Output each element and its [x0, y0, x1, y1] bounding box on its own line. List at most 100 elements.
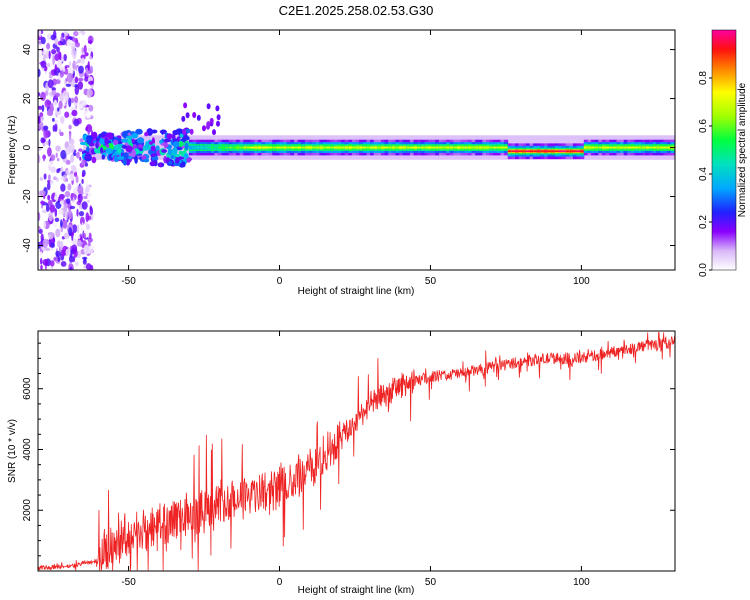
spectrogram-noise-blob — [78, 211, 85, 217]
spectrogram-noise-blob — [69, 61, 72, 66]
spectrogram-carrier-segment — [286, 146, 291, 149]
spectrogram-noise-blob — [60, 35, 64, 42]
spectrogram-noise-blob — [47, 79, 54, 89]
spectrogram-carrier-segment — [446, 146, 451, 149]
spectrogram-onset-blob — [170, 155, 175, 159]
spectrogram-onset-blob — [151, 153, 156, 158]
spectrogram-onset-blob — [127, 138, 132, 145]
spectrogram-noise-blob — [60, 183, 66, 192]
spectrogram-carrier-segment — [457, 146, 462, 149]
spectrogram-noise-blob — [81, 178, 84, 184]
spectrogram-carrier-segment — [511, 150, 516, 153]
spectrogram-noise-blob — [40, 36, 46, 45]
spectrogram-noise-blob — [85, 263, 92, 270]
spectrogram-noise-blob — [53, 30, 57, 39]
spectrogram-noise-blob — [85, 223, 91, 230]
spectrogram-carrier-segment — [489, 146, 494, 149]
spectrogram-noise-blob — [48, 138, 51, 147]
spectrogram-noise-blob — [81, 47, 84, 54]
spectrogram-carrier-segment — [616, 146, 621, 149]
spectrogram-carrier-segment — [431, 146, 436, 149]
spectrogram-onset-blob — [86, 137, 92, 145]
spectrogram-carrier-segment — [547, 150, 552, 153]
spectrogram-carrier-segment — [569, 150, 574, 153]
spectrogram-ytick-label: 0 — [22, 144, 33, 150]
spectrogram-onset-blob — [121, 144, 127, 149]
spectrogram-carrier-segment — [214, 146, 219, 149]
snr-ylabel: SNR (10 * v/v) — [7, 419, 18, 483]
spectrogram-onset-blob — [161, 129, 165, 135]
spectrogram-noise-blob — [63, 98, 66, 106]
spectrogram-noise-blob — [70, 97, 75, 103]
spectrogram-noise-blob — [39, 190, 46, 197]
spectrogram-carrier-segment — [319, 146, 324, 149]
spectrogram-carrier-segment — [351, 146, 356, 149]
colorbar-label: Normalized spectral amplitude — [737, 82, 748, 217]
spectrogram-noise-blob — [68, 227, 73, 236]
spectrogram-noise-blob — [65, 248, 71, 257]
spectrogram-noise-blob — [51, 87, 56, 91]
spectrogram-onset-blob — [126, 135, 134, 139]
spectrogram-noise-blob — [49, 61, 52, 71]
spectrogram-noise-blob — [39, 257, 43, 265]
spectrogram-onset-blob — [101, 154, 106, 160]
spectrogram-noise-blob — [57, 255, 61, 262]
spectrogram-carrier-segment — [232, 146, 237, 149]
spectrogram-noise-blob — [54, 37, 59, 46]
spectrogram-carrier-segment — [275, 146, 280, 149]
spectrogram-carrier-segment — [308, 146, 313, 149]
spectrogram-noise-blob — [48, 174, 51, 181]
spectrogram-carrier-segment — [261, 146, 266, 149]
spectrogram-noise-blob — [77, 77, 84, 82]
spectrogram-noise-blob — [38, 68, 41, 78]
spectrogram-wisp — [181, 115, 186, 122]
spectrogram-noise-blob — [53, 99, 58, 110]
spectrogram-carrier-segment — [630, 146, 635, 149]
spectrogram-wisp — [216, 114, 221, 121]
spectrogram-carrier-segment — [464, 146, 469, 149]
spectrogram-ytick-label: -40 — [22, 238, 33, 253]
spectrogram-noise-blob — [54, 92, 60, 98]
spectrogram-xlabel: Height of straight line (km) — [298, 286, 415, 297]
spectrogram-carrier-segment — [598, 146, 603, 149]
spectrogram-carrier-segment — [623, 146, 628, 149]
spectrogram-noise-blob — [57, 59, 62, 68]
colorbar-tick-label: 0.0 — [698, 263, 709, 277]
spectrogram-ytick-label: 40 — [22, 44, 33, 56]
spectrogram-noise-blob — [52, 55, 55, 66]
spectrogram-noise-blob — [71, 244, 78, 253]
spectrogram-noise-blob — [57, 158, 60, 162]
spectrogram-noise-blob — [38, 147, 42, 151]
spectrogram-carrier-segment — [634, 146, 639, 149]
spectrogram-noise-blob — [52, 222, 57, 228]
spectrogram-onset-blob — [100, 147, 104, 154]
spectrogram-noise-blob — [38, 139, 41, 144]
spectrogram-carrier-segment — [337, 146, 342, 149]
spectrogram-carrier-segment — [377, 146, 382, 149]
spectrogram-carrier-segment — [359, 146, 364, 149]
spectrogram-carrier-segment — [428, 146, 433, 149]
spectrogram-noise-blob — [43, 173, 47, 180]
spectrogram-onset-blob — [168, 161, 173, 165]
spectrogram-noise-blob — [54, 64, 57, 72]
spectrogram-xtick-label: 50 — [425, 276, 437, 287]
spectrogram-carrier-segment — [373, 146, 378, 149]
spectrogram-carrier-segment — [391, 146, 396, 149]
spectrogram-noise-blob — [38, 211, 41, 222]
spectrogram-carrier-segment — [333, 146, 338, 149]
spectrogram-wisp — [189, 128, 194, 135]
spectrogram-carrier-segment — [225, 146, 230, 149]
spectrogram-onset-blob — [172, 141, 180, 148]
spectrogram-noise-blob — [80, 182, 85, 188]
spectrogram-noise-blob — [54, 123, 58, 132]
spectrogram-noise-blob — [66, 198, 71, 205]
spectrogram-wisp — [183, 102, 188, 109]
spectrogram-onset-blob — [125, 145, 133, 153]
spectrogram-carrier-segment — [322, 146, 328, 149]
spectrogram-carrier-segment — [601, 146, 606, 149]
spectrogram-noise-blob — [48, 211, 54, 222]
spectrogram-noise-blob — [89, 205, 92, 212]
spectrogram-noise-blob — [40, 116, 44, 121]
spectrogram-carrier-segment — [192, 146, 197, 149]
spectrogram-wisp — [185, 112, 190, 119]
